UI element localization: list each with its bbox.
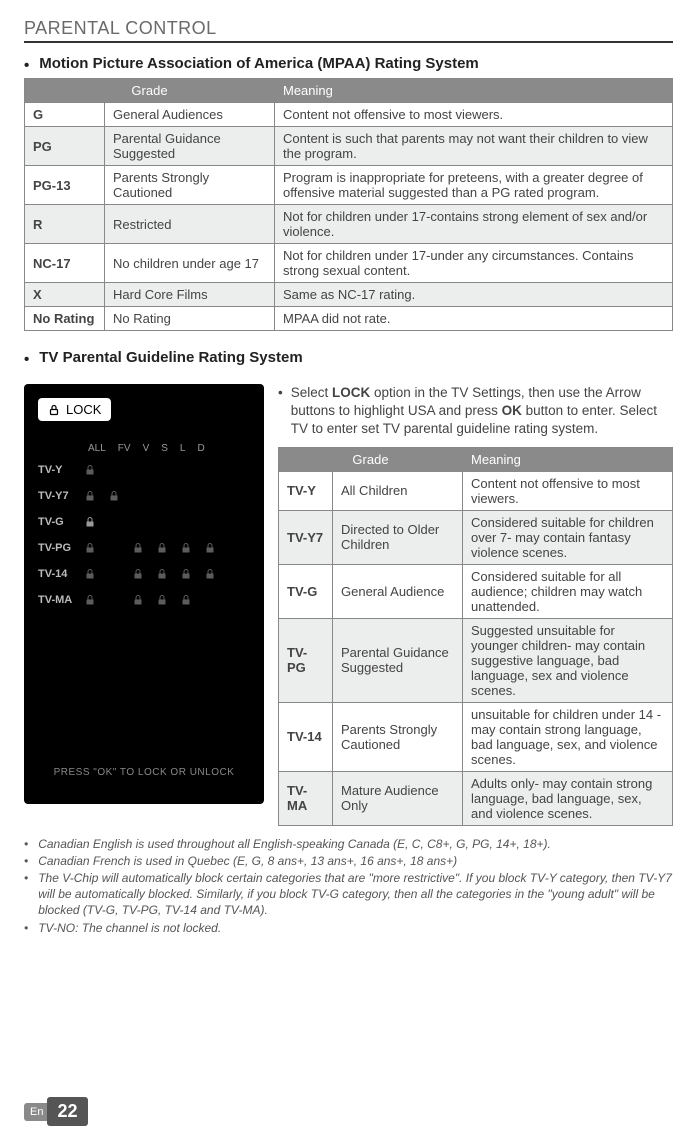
lock-row: TV-G (38, 516, 250, 528)
padlock-icon (132, 542, 144, 554)
lock-footer-text: PRESS "OK" TO LOCK OR UNLOCK (24, 767, 264, 778)
lock-badge: LOCK (38, 398, 111, 421)
padlock-icon (84, 464, 96, 476)
table-row: TV-PGParental Guidance SuggestedSuggeste… (279, 618, 673, 702)
table-row: XHard Core FilmsSame as NC-17 rating. (25, 283, 673, 307)
mpaa-table: Grade Meaning GGeneral AudiencesContent … (24, 78, 673, 331)
lock-row: TV-PG (38, 542, 250, 554)
page-footer: En 22 (24, 1097, 88, 1126)
mpaa-title: Motion Picture Association of America (M… (39, 55, 479, 72)
padlock-icon (84, 568, 96, 580)
footnotes: •Canadian English is used throughout all… (24, 836, 673, 936)
table-row: GGeneral AudiencesContent not offensive … (25, 103, 673, 127)
padlock-icon (180, 568, 192, 580)
padlock-icon (180, 594, 192, 606)
tv-head-grade: Grade (279, 447, 463, 471)
lock-row: TV-Y7 (38, 490, 250, 502)
mpaa-head-meaning: Meaning (275, 79, 673, 103)
page-number: 22 (47, 1097, 87, 1126)
padlock-icon (180, 542, 192, 554)
table-row: No RatingNo RatingMPAA did not rate. (25, 307, 673, 331)
table-row: PG-13Parents Strongly CautionedProgram i… (25, 166, 673, 205)
padlock-icon (204, 568, 216, 580)
padlock-icon (156, 568, 168, 580)
lock-row: TV-Y (38, 464, 250, 476)
padlock-icon (132, 594, 144, 606)
bullet-icon: • (24, 349, 29, 370)
tv-instruction: • Select LOCK option in the TV Settings,… (278, 384, 673, 439)
table-row: TV-MAMature Audience OnlyAdults only- ma… (279, 771, 673, 825)
padlock-icon (84, 490, 96, 502)
tv-title: TV Parental Guideline Rating System (39, 349, 302, 366)
padlock-icon (84, 516, 96, 528)
padlock-icon (84, 594, 96, 606)
mpaa-head-grade: Grade (25, 79, 275, 103)
padlock-icon (204, 542, 216, 554)
lock-row: TV-14 (38, 568, 250, 580)
padlock-icon (84, 542, 96, 554)
tv-rating-table: Grade Meaning TV-YAll ChildrenContent no… (278, 447, 673, 826)
table-row: NC-17No children under age 17Not for chi… (25, 244, 673, 283)
page-header: PARENTAL CONTROL (24, 18, 673, 43)
tv-head-meaning: Meaning (463, 447, 673, 471)
bullet-icon: • (24, 55, 29, 76)
lock-icon (48, 404, 60, 416)
padlock-icon (156, 542, 168, 554)
table-row: TV-GGeneral AudienceConsidered suitable … (279, 564, 673, 618)
table-row: RRestrictedNot for children under 17-con… (25, 205, 673, 244)
table-row: TV-14Parents Strongly Cautionedunsuitabl… (279, 702, 673, 771)
padlock-icon (156, 594, 168, 606)
lock-columns: ALL FV V S L D (88, 443, 250, 454)
table-row: PGParental Guidance SuggestedContent is … (25, 127, 673, 166)
lock-row: TV-MA (38, 594, 250, 606)
table-row: TV-Y7Directed to Older ChildrenConsidere… (279, 510, 673, 564)
padlock-icon (132, 568, 144, 580)
lock-screenshot: LOCK ALL FV V S L D TV-Y TV-Y7 TV-G TV-P… (24, 384, 264, 804)
padlock-icon (108, 490, 120, 502)
table-row: TV-YAll ChildrenContent not offensive to… (279, 471, 673, 510)
lang-badge: En (24, 1103, 49, 1121)
